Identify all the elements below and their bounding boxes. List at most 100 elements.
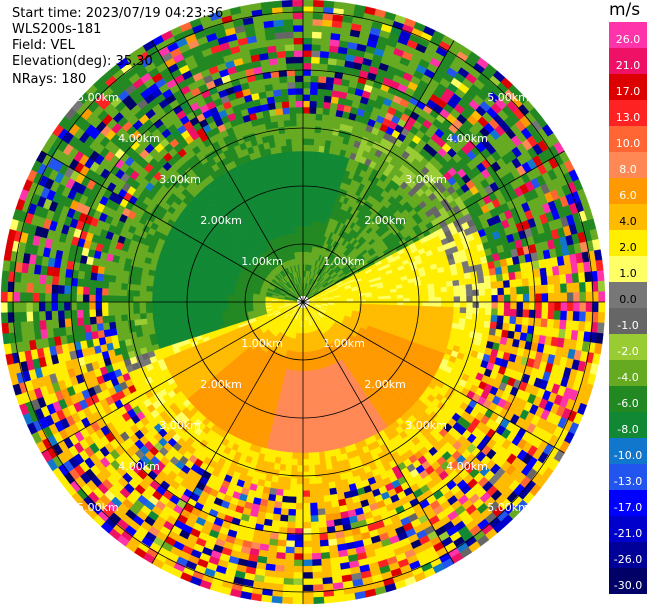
velocity-cell (312, 25, 323, 33)
velocity-cell (535, 301, 543, 311)
velocity-cell (284, 464, 292, 472)
velocity-cell (283, 483, 291, 491)
velocity-cell (384, 295, 392, 300)
velocity-cell (397, 301, 404, 306)
velocity-cell (554, 301, 562, 312)
velocity-cell (309, 490, 317, 498)
velocity-cell (322, 19, 333, 27)
velocity-cell (285, 546, 295, 554)
velocity-cell (447, 296, 455, 303)
velocity-cell (297, 440, 304, 447)
velocity-cell (312, 577, 323, 586)
velocity-cell (573, 292, 581, 303)
velocity-cell (315, 483, 323, 491)
velocity-cell (578, 321, 586, 332)
velocity-cell (306, 175, 313, 183)
velocity-cell (535, 293, 543, 303)
velocity-cell (311, 420, 317, 428)
velocity-cell (268, 538, 279, 547)
velocity-cell (439, 281, 448, 288)
velocity-cell (297, 446, 304, 454)
velocity-cell (434, 301, 442, 308)
velocity-cell (274, 564, 285, 573)
velocity-cell (295, 490, 304, 498)
velocity-cell (302, 106, 311, 114)
velocity-cell (490, 281, 498, 290)
velocity-cell (302, 534, 312, 542)
velocity-cell (302, 496, 311, 504)
velocity-cell (489, 274, 498, 283)
velocity-cell (328, 481, 337, 490)
velocity-cell (484, 282, 492, 290)
velocity-cell (428, 301, 436, 307)
velocity-cell (314, 464, 322, 472)
velocity-cell (273, 501, 283, 509)
velocity-cell (281, 495, 290, 504)
velocity-cell (284, 552, 295, 561)
velocity-cell (470, 319, 479, 327)
velocity-cell (478, 307, 486, 315)
velocity-cell (302, 18, 314, 26)
velocity-cell (503, 294, 511, 303)
velocity-cell (283, 565, 295, 573)
velocity-cell (302, 433, 309, 441)
velocity-cell (272, 513, 281, 522)
velocity-cell (497, 294, 505, 303)
velocity-cell (596, 322, 605, 334)
velocity-cell (422, 292, 430, 299)
velocity-cell (315, 489, 324, 497)
velocity-cell (317, 508, 326, 516)
velocity-cell (322, 577, 333, 585)
velocity-cell (290, 471, 298, 479)
velocity-cell (318, 520, 327, 529)
velocity-cell (452, 312, 461, 319)
velocity-cell (452, 285, 461, 292)
velocity-cell (307, 150, 314, 158)
velocity-cell (384, 298, 392, 303)
velocity-cell (277, 476, 285, 484)
velocity-cell (453, 301, 461, 308)
velocity-cell (302, 477, 310, 485)
velocity-cell (520, 324, 529, 334)
velocity-cell (292, 597, 304, 605)
velocity-cell (396, 294, 404, 299)
velocity-cell (319, 50, 330, 59)
velocity-cell (491, 294, 499, 303)
velocity-cell (514, 271, 523, 280)
velocity-cell (547, 310, 555, 320)
velocity-cell (403, 298, 411, 303)
velocity-cell (534, 276, 542, 287)
velocity-cell (313, 144, 320, 153)
velocity-cell (476, 270, 484, 278)
velocity-cell (306, 402, 311, 410)
velocity-cell (309, 113, 317, 121)
velocity-cell (540, 318, 549, 328)
velocity-cell (302, 62, 312, 70)
velocity-cell (321, 476, 329, 484)
velocity-cell (281, 501, 290, 510)
velocity-cell (275, 558, 286, 566)
velocity-cell (319, 545, 330, 554)
velocity-cell (324, 507, 334, 515)
velocity-cell (302, 194, 307, 202)
velocity-cell (578, 272, 586, 283)
velocity-cell (396, 291, 404, 296)
velocity-cell (305, 377, 309, 384)
velocity-cell (277, 533, 288, 541)
velocity-cell (302, 377, 307, 385)
velocity-cell (302, 402, 307, 410)
velocity-cell (466, 295, 474, 303)
velocity-cell (459, 301, 467, 308)
velocity-cell (302, 515, 311, 523)
velocity-cell (595, 332, 604, 345)
velocity-cell (302, 383, 307, 391)
velocity-cell (329, 108, 338, 117)
velocity-cell (324, 456, 332, 465)
velocity-cell (299, 383, 304, 391)
velocity-cell (320, 44, 331, 52)
velocity-cell (272, 583, 284, 591)
velocity-cell (593, 342, 603, 355)
velocity-cell (307, 427, 313, 435)
velocity-cell (539, 267, 548, 278)
